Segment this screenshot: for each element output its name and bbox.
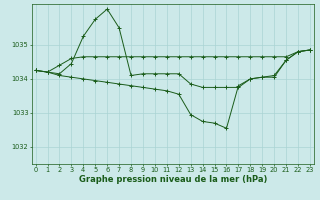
- X-axis label: Graphe pression niveau de la mer (hPa): Graphe pression niveau de la mer (hPa): [79, 175, 267, 184]
